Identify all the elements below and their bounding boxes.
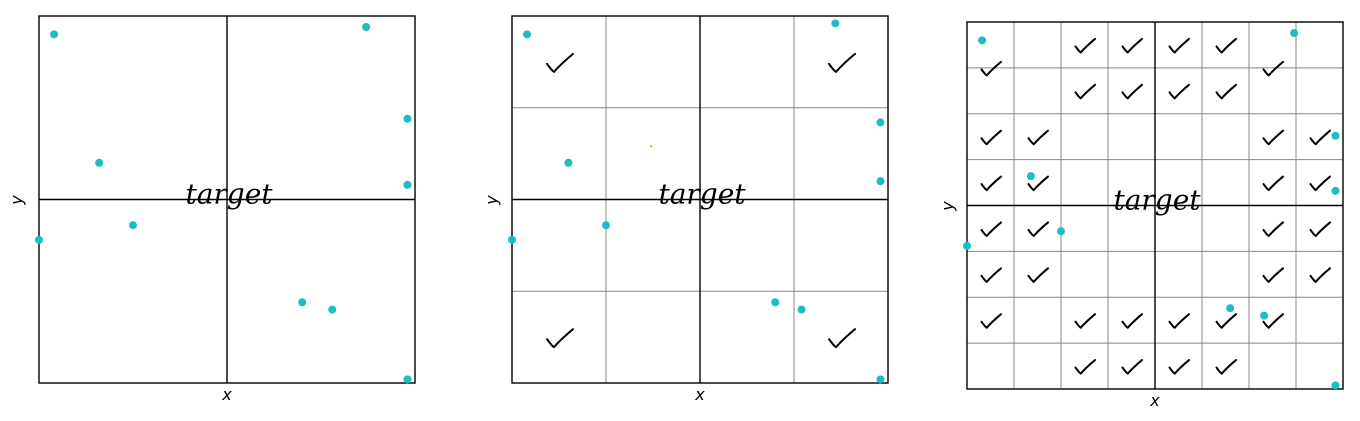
check-mark-icon xyxy=(1074,83,1096,100)
check-mark-icon xyxy=(1168,359,1190,375)
check-mark-icon xyxy=(1027,221,1049,238)
check-mark-icon xyxy=(1027,175,1049,192)
data-point xyxy=(50,30,59,39)
data-point xyxy=(328,305,337,314)
data-point xyxy=(1260,311,1269,320)
y-axis-label: y xyxy=(938,201,957,212)
target-label: target xyxy=(1113,184,1201,217)
check-mark-icon xyxy=(1309,129,1331,146)
data-point xyxy=(362,23,371,32)
check-mark-icon xyxy=(1309,175,1331,192)
data-point xyxy=(95,158,104,167)
check-mark-icon xyxy=(1027,129,1049,146)
data-point xyxy=(1331,186,1340,195)
x-axis-label: x xyxy=(694,385,705,404)
check-mark-icon xyxy=(1215,313,1237,329)
data-point xyxy=(403,114,412,123)
check-mark-icon xyxy=(1215,359,1237,375)
y-axis-label: y xyxy=(482,195,501,206)
data-point xyxy=(403,180,412,189)
data-point xyxy=(1290,29,1299,38)
data-point xyxy=(564,158,573,167)
check-mark-icon xyxy=(1215,37,1237,54)
data-point xyxy=(797,305,806,314)
data-point xyxy=(876,375,885,384)
check-mark-icon xyxy=(980,60,1002,77)
x-axis-label: x xyxy=(1149,391,1160,410)
data-point xyxy=(963,241,971,250)
check-mark-icon xyxy=(1027,267,1049,284)
check-mark-icon xyxy=(1168,313,1190,329)
check-mark-icon xyxy=(1074,37,1096,54)
check-mark-icon xyxy=(1074,359,1096,375)
data-point xyxy=(403,375,412,384)
check-mark-icon xyxy=(546,328,574,349)
data-point xyxy=(771,298,780,307)
data-point xyxy=(876,177,885,186)
check-mark-icon xyxy=(1262,267,1284,284)
data-point xyxy=(523,30,532,39)
check-mark-icon xyxy=(980,175,1002,192)
check-mark-icon xyxy=(980,129,1002,146)
check-mark-icon xyxy=(1074,313,1096,329)
data-point xyxy=(831,19,840,28)
panel-frame xyxy=(38,15,416,384)
check-mark-icon xyxy=(1309,267,1331,284)
data-point xyxy=(978,36,987,45)
target-label: target xyxy=(658,178,746,211)
data-point xyxy=(508,235,516,244)
data-point xyxy=(298,298,307,307)
panel-3: target x y xyxy=(938,21,1344,410)
panel-frame xyxy=(966,21,1344,390)
data-point xyxy=(1057,227,1065,236)
check-mark-icon xyxy=(1309,221,1331,238)
data-point xyxy=(1331,381,1340,390)
check-mark-icon xyxy=(1262,221,1284,238)
panel-2: target x y xyxy=(482,15,889,404)
x-axis-label: x xyxy=(221,385,232,404)
check-mark-icon xyxy=(980,267,1002,284)
stray-dot xyxy=(649,145,653,148)
data-point xyxy=(876,118,885,127)
y-axis-label: y xyxy=(7,195,26,206)
check-mark-icon xyxy=(828,328,856,349)
panel-1: target x y xyxy=(7,15,416,404)
data-point xyxy=(1226,304,1235,313)
check-mark-icon xyxy=(1121,83,1143,100)
check-mark-icon xyxy=(980,221,1002,238)
check-mark-icon xyxy=(1262,175,1284,192)
check-mark-icon xyxy=(1168,37,1190,54)
check-mark-icon xyxy=(1121,313,1143,329)
check-mark-icon xyxy=(1168,83,1190,100)
data-point xyxy=(35,235,43,244)
check-mark-icon xyxy=(1121,37,1143,54)
target-label: target xyxy=(185,178,273,211)
data-point xyxy=(129,221,137,230)
check-mark-icon xyxy=(1215,83,1237,100)
check-mark-icon xyxy=(980,313,1002,329)
check-mark-icon xyxy=(1262,129,1284,146)
panel-frame xyxy=(511,15,889,384)
check-mark-icon xyxy=(1121,359,1143,375)
data-point xyxy=(602,221,610,230)
data-point xyxy=(1026,172,1035,181)
check-mark-icon xyxy=(1262,313,1284,329)
check-mark-icon xyxy=(828,52,856,74)
data-point xyxy=(1331,131,1340,140)
check-mark-icon xyxy=(546,52,574,74)
check-mark-icon xyxy=(1262,60,1284,77)
